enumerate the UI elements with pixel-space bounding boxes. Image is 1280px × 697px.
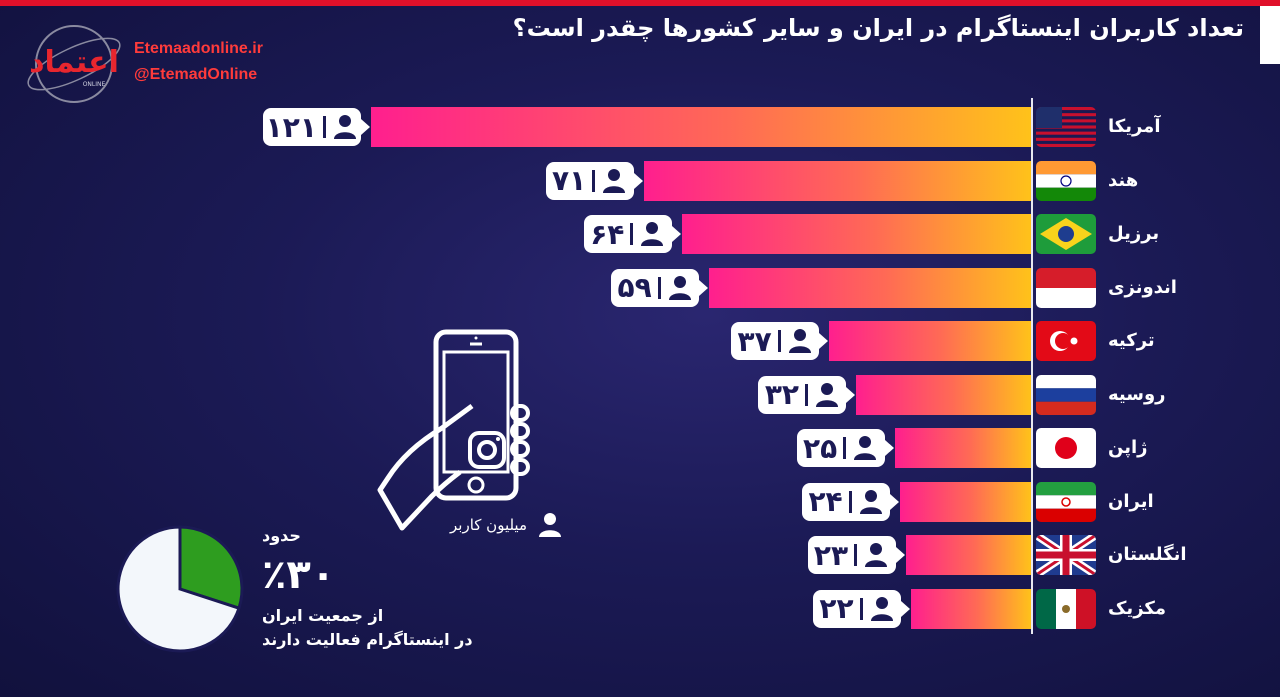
user-icon [852, 435, 878, 461]
svg-text:اعتماد: اعتماد [29, 45, 119, 80]
flag-brazil-icon [1036, 214, 1096, 254]
user-icon [787, 328, 813, 354]
value-label-iran: ۲۴ [802, 482, 900, 521]
country-label-usa: آمریکا [1108, 116, 1161, 137]
country-label-turkey: ترکیه [1108, 330, 1155, 351]
chart-axis-line [1031, 98, 1033, 634]
bar-brazil [681, 214, 1031, 254]
pie-slice-1 [116, 525, 241, 653]
bar-uk [905, 535, 1031, 575]
country-label-brazil: برزیل [1108, 223, 1160, 244]
value-label-india: ۷۱ [545, 161, 643, 200]
flag-mexico-icon [1036, 588, 1096, 629]
separator [322, 116, 326, 138]
value-label-indonesia: ۵۹ [611, 268, 709, 307]
title-accent-box [1260, 6, 1280, 64]
flag-indonesia-icon [1036, 267, 1096, 308]
user-icon [858, 489, 884, 515]
page-title: تعداد کاربران اینستاگرام در ایران و سایر… [512, 14, 1244, 42]
value-number: ۲۵ [803, 431, 838, 465]
separator [843, 437, 847, 459]
user-icon [870, 596, 893, 621]
separator [777, 330, 781, 352]
etemad-logo: اعتماد ONLINE [27, 25, 121, 103]
country-label-russia: روسیه [1108, 383, 1166, 405]
value-label-turkey: ۳۷ [731, 322, 829, 360]
value-label-usa: ۱۲۱ [262, 108, 370, 146]
bar-iran [900, 481, 1031, 522]
user-icon [863, 542, 889, 568]
user-icon [788, 329, 811, 353]
country-label-iran: ایران [1108, 490, 1154, 512]
user-icon [601, 168, 627, 194]
separator [854, 544, 858, 566]
bar-turkey [829, 321, 1031, 361]
user-icon [854, 436, 877, 460]
value-label-russia: ۳۲ [758, 375, 856, 414]
value-number: ۷۱ [552, 164, 587, 197]
value-number: ۱۲۱ [265, 110, 317, 144]
value-label-uk: ۲۳ [807, 536, 905, 574]
bar-mexico [910, 588, 1031, 629]
pie-chart [116, 525, 244, 653]
country-label-india: هند [1108, 169, 1139, 191]
separator [859, 597, 863, 620]
note-approx: حدود [262, 526, 301, 545]
flag-japan-icon [1036, 428, 1096, 468]
flag-turkey-icon [1036, 321, 1096, 361]
value-number: ۲۳ [813, 538, 849, 572]
separator [630, 223, 634, 245]
flag-iran-icon [1036, 481, 1096, 522]
flag-usa-icon [1036, 107, 1096, 147]
bar-japan [894, 428, 1031, 468]
phone-hand-illustration [377, 329, 530, 531]
country-label-indonesia: اندونزی [1108, 276, 1177, 298]
note-line-2: در اینستاگرام فعالیت دارند [262, 630, 473, 649]
value-label-mexico: ۲۲ [812, 589, 910, 628]
country-label-uk: انگلستان [1108, 544, 1187, 565]
user-icon [816, 382, 838, 407]
svg-text:ONLINE: ONLINE [83, 81, 106, 88]
value-number: ۶۴ [590, 217, 625, 251]
value-label-japan: ۲۵ [796, 429, 894, 467]
bar-russia [856, 374, 1031, 415]
value-number: ۳۷ [737, 324, 772, 358]
separator [805, 383, 808, 406]
flag-uk-icon [1036, 535, 1096, 575]
value-number: ۳۲ [764, 378, 799, 411]
user-icon [667, 275, 693, 301]
user-icon [865, 543, 888, 567]
value-label-brazil: ۶۴ [583, 215, 681, 253]
user-icon [639, 221, 665, 247]
separator [657, 276, 661, 299]
separator [848, 490, 852, 513]
country-label-mexico: مکزیک [1108, 597, 1166, 619]
user-icon [668, 275, 691, 300]
bar-india [643, 160, 1031, 201]
note-percent: ٪۳۰ [262, 552, 336, 598]
user-icon [814, 382, 840, 408]
user-icon [333, 115, 356, 139]
user-icon [859, 489, 882, 514]
user-icon [603, 168, 626, 193]
country-label-japan: ژاپن [1108, 437, 1148, 458]
site-url: Etemaadonline.ir [134, 40, 263, 57]
value-number: ۲۴ [808, 485, 843, 518]
social-handle: @EtemadOnline [134, 66, 258, 83]
bar-usa [370, 107, 1031, 147]
legend-user-icon [539, 513, 561, 537]
flag-russia-icon [1036, 374, 1096, 415]
note-line-1: از جمعیت ایران [262, 606, 384, 625]
user-icon [641, 222, 664, 246]
user-icon [869, 596, 895, 622]
value-number: ۲۲ [819, 592, 854, 625]
separator [592, 169, 596, 192]
value-number: ۵۹ [617, 271, 652, 304]
top-accent-bar [0, 0, 1280, 6]
user-icon [332, 114, 358, 140]
pie-slice-0 [178, 525, 244, 611]
bar-indonesia [709, 267, 1031, 308]
legend-label: میلیون کاربر [450, 516, 527, 534]
flag-india-icon [1036, 160, 1096, 201]
